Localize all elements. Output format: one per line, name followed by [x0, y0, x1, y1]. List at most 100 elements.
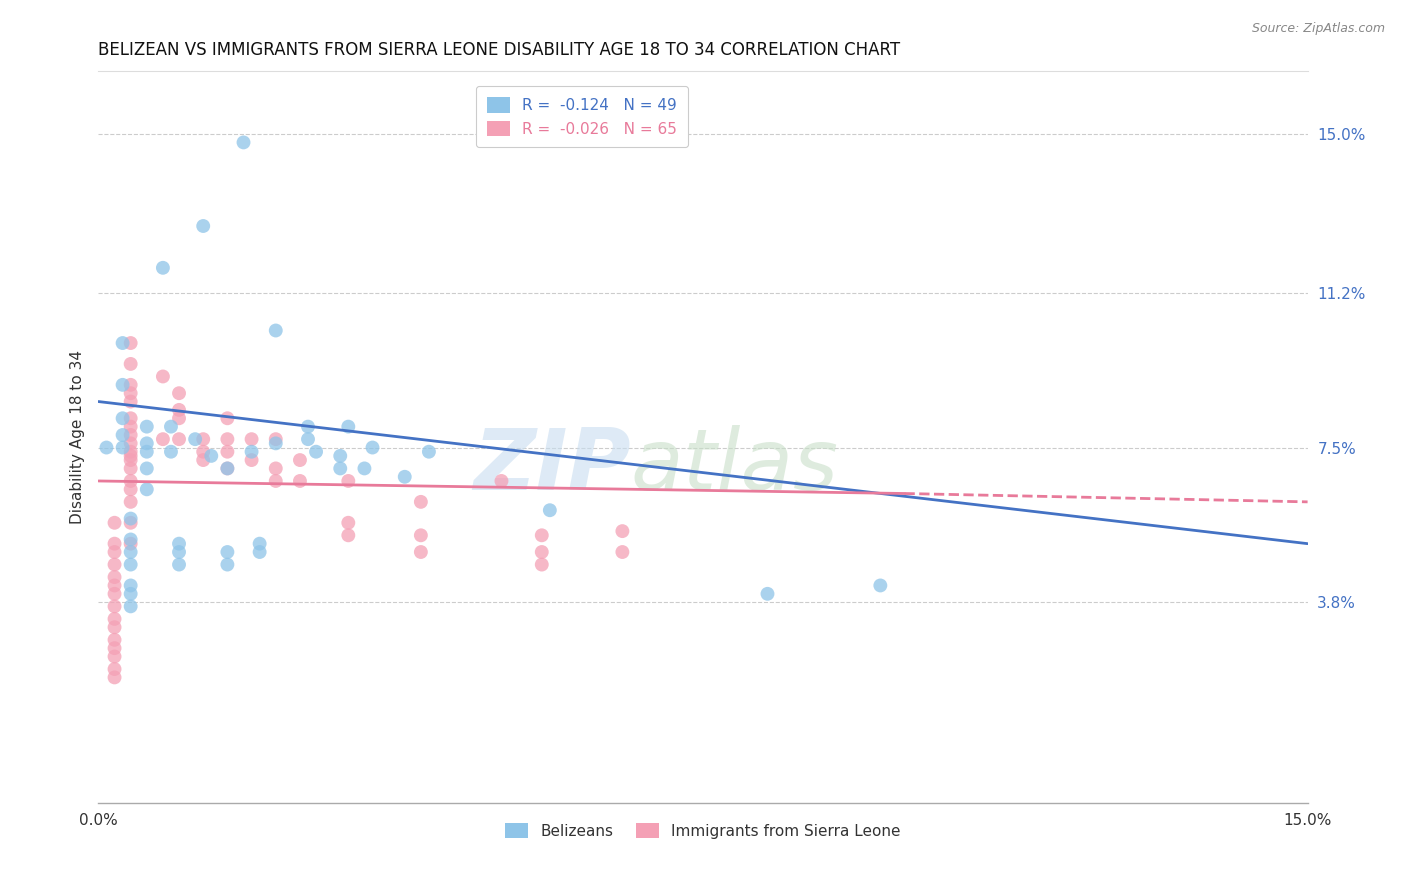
Point [167, 411, 190, 425]
Point [103, 612, 125, 626]
Point [217, 461, 239, 475]
Point [120, 578, 142, 592]
Point [409, 545, 432, 559]
Point [264, 474, 287, 488]
Point [103, 649, 125, 664]
Point [264, 432, 287, 446]
Point [167, 545, 190, 559]
Point [120, 377, 142, 392]
Point [160, 444, 183, 458]
Point [120, 474, 142, 488]
Point [152, 369, 174, 384]
Point [111, 428, 134, 442]
Point [120, 357, 142, 371]
Point [111, 377, 134, 392]
Point [111, 336, 134, 351]
Point [120, 558, 142, 572]
Y-axis label: Disability Age 18 to 34: Disability Age 18 to 34 [69, 350, 84, 524]
Point [111, 441, 134, 455]
Text: Source: ZipAtlas.com: Source: ZipAtlas.com [1251, 22, 1385, 36]
Point [120, 483, 142, 497]
Point [120, 436, 142, 450]
Point [217, 545, 239, 559]
Point [418, 444, 440, 458]
Point [264, 324, 287, 338]
Point [120, 587, 142, 601]
Point [409, 528, 432, 542]
Point [103, 578, 125, 592]
Point [288, 474, 311, 488]
Point [167, 558, 190, 572]
Point [394, 470, 416, 484]
Point [240, 432, 263, 446]
Point [193, 219, 215, 233]
Point [103, 632, 125, 647]
Point [103, 536, 125, 550]
Point [612, 545, 634, 559]
Point [240, 444, 263, 458]
Point [530, 528, 553, 542]
Point [96, 441, 118, 455]
Point [217, 444, 239, 458]
Point [120, 419, 142, 434]
Point [103, 570, 125, 584]
Point [193, 444, 215, 458]
Point [103, 670, 125, 684]
Point [167, 536, 190, 550]
Point [264, 436, 287, 450]
Point [612, 524, 634, 538]
Point [103, 662, 125, 676]
Point [869, 578, 891, 592]
Point [361, 441, 384, 455]
Point [217, 461, 239, 475]
Point [530, 545, 553, 559]
Point [120, 516, 142, 530]
Point [103, 599, 125, 614]
Point [152, 260, 174, 275]
Text: BELIZEAN VS IMMIGRANTS FROM SIERRA LEONE DISABILITY AGE 18 TO 34 CORRELATION CHA: BELIZEAN VS IMMIGRANTS FROM SIERRA LEONE… [98, 41, 901, 59]
Point [217, 432, 239, 446]
Point [167, 432, 190, 446]
Point [232, 136, 254, 150]
Point [120, 386, 142, 401]
Point [120, 545, 142, 559]
Point [120, 536, 142, 550]
Point [337, 516, 360, 530]
Point [217, 411, 239, 425]
Legend: Belizeans, Immigrants from Sierra Leone: Belizeans, Immigrants from Sierra Leone [498, 815, 908, 847]
Point [103, 545, 125, 559]
Point [329, 461, 352, 475]
Point [264, 461, 287, 475]
Point [111, 411, 134, 425]
Point [160, 419, 183, 434]
Point [103, 620, 125, 634]
Point [103, 558, 125, 572]
Point [756, 587, 779, 601]
Point [120, 336, 142, 351]
Point [135, 461, 157, 475]
Point [120, 599, 142, 614]
Point [337, 474, 360, 488]
Point [337, 528, 360, 542]
Point [329, 449, 352, 463]
Point [217, 558, 239, 572]
Point [167, 386, 190, 401]
Point [530, 558, 553, 572]
Point [353, 461, 375, 475]
Text: ZIP: ZIP [472, 425, 630, 508]
Point [120, 444, 142, 458]
Point [167, 403, 190, 417]
Point [120, 394, 142, 409]
Point [409, 495, 432, 509]
Point [120, 411, 142, 425]
Point [135, 436, 157, 450]
Point [538, 503, 561, 517]
Point [305, 444, 328, 458]
Point [288, 453, 311, 467]
Point [491, 474, 513, 488]
Point [103, 516, 125, 530]
Point [135, 444, 157, 458]
Point [120, 511, 142, 525]
Point [249, 536, 271, 550]
Point [120, 428, 142, 442]
